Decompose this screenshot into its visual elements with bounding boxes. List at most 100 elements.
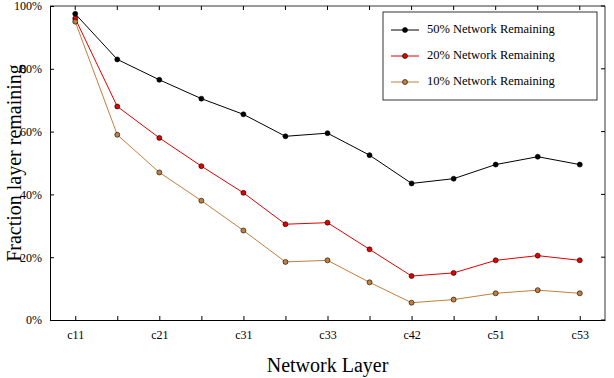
series-marker [577, 258, 582, 263]
y-tick: 0% [26, 313, 54, 327]
x-tick-label: c31 [235, 328, 252, 342]
y-tick: 60% [20, 125, 54, 139]
plot-area [73, 11, 583, 305]
y-tick: 80% [20, 62, 54, 76]
y-axis-line [50, 7, 51, 321]
y-tick-mark-right [601, 131, 605, 132]
y-tick-mark [50, 194, 54, 195]
legend-marker [403, 80, 408, 85]
x-tick-mark-top [117, 6, 118, 10]
series-marker [157, 135, 162, 140]
x-tick [454, 316, 455, 320]
y-tick-mark [50, 69, 54, 70]
x-tick-mark-top [327, 6, 328, 10]
legend-marker [403, 54, 408, 59]
y-tick-mark-right [601, 68, 605, 69]
series-marker [409, 300, 414, 305]
x-tick [285, 316, 286, 320]
legend-label: 50% Network Remaining [427, 22, 556, 36]
x-tick-mark [328, 316, 329, 320]
series-marker [199, 164, 204, 169]
y-tick-mark-right [601, 6, 605, 7]
x-tick-mark-top [75, 6, 76, 10]
series-marker [493, 258, 498, 263]
chart: c11c21c31c33c42c51c530%20%40%60%80%100%N… [0, 0, 614, 378]
y-tick-mark [50, 320, 54, 321]
y-tick-mark-right [601, 194, 605, 195]
legend-label: 10% Network Remaining [427, 74, 556, 88]
x-tick-mark [75, 316, 76, 320]
x-tick-mark [580, 316, 581, 320]
x-tick: c51 [488, 316, 505, 342]
x-tick: c53 [572, 316, 589, 342]
series-marker [535, 154, 540, 159]
legend: 50% Network Remaining 20% Network Remaini… [383, 12, 597, 100]
x-tick [117, 316, 118, 320]
x-tick-mark-top [453, 6, 454, 10]
x-tick [370, 316, 371, 320]
x-tick-mark [454, 316, 455, 320]
x-axis: c11 c21 c31 c33 c42 c51 c53 [51, 316, 606, 342]
series-marker [157, 77, 162, 82]
series-marker [199, 96, 204, 101]
y-tick-label: 100% [14, 0, 42, 13]
x-tick-mark-top [411, 6, 412, 10]
legend-box [383, 12, 597, 100]
x-tick-label: c53 [572, 328, 589, 342]
x-axis-line [51, 320, 606, 321]
x-tick-mark-top [285, 6, 286, 10]
x-tick-label: c33 [319, 328, 336, 342]
x-tick-label: c11 [67, 328, 84, 342]
series-marker [241, 112, 246, 117]
y-tick-mark [50, 132, 54, 133]
x-tick: c42 [403, 316, 420, 342]
series-marker [577, 162, 582, 167]
x-tick-label: c21 [151, 328, 168, 342]
x-tick: c31 [235, 316, 252, 342]
series-marker [409, 181, 414, 186]
x-tick [201, 316, 202, 320]
series-marker [493, 162, 498, 167]
x-tick-mark [370, 316, 371, 320]
x-axis-title: Network Layer [267, 354, 389, 377]
x-tick-mark [285, 316, 286, 320]
series-marker [199, 198, 204, 203]
series-marker [115, 57, 120, 62]
series-marker [115, 132, 120, 137]
x-tick-mark-top [159, 6, 160, 10]
series-marker [493, 291, 498, 296]
x-tick-label: c51 [488, 328, 505, 342]
series-line [75, 19, 580, 276]
x-tick-mark [412, 316, 413, 320]
y-tick-label: 0% [26, 313, 42, 327]
x-tick-mark-top [495, 6, 496, 10]
series-marker [577, 291, 582, 296]
series-marker [283, 259, 288, 264]
series-marker [241, 190, 246, 195]
x-tick [538, 316, 539, 320]
series-marker [283, 134, 288, 139]
legend-label: 20% Network Remaining [427, 48, 556, 62]
series-marker [73, 11, 78, 16]
series-marker [325, 131, 330, 136]
y-axis-title: Fraction layer remaining [3, 64, 26, 262]
series-marker [451, 297, 456, 302]
y-tick-mark-right [601, 320, 605, 321]
y-tick-mark [50, 6, 54, 7]
series-marker [325, 220, 330, 225]
series-marker [367, 247, 372, 252]
series-marker [115, 104, 120, 109]
series-marker [367, 280, 372, 285]
series-marker [283, 222, 288, 227]
x-tick-mark [117, 316, 118, 320]
x-tick-mark [538, 316, 539, 320]
series-marker [325, 258, 330, 263]
x-tick: c11 [67, 316, 84, 342]
x-tick: c33 [319, 316, 336, 342]
series-marker [451, 270, 456, 275]
frame-right [605, 6, 606, 320]
series-marker [241, 228, 246, 233]
series-marker [73, 19, 78, 24]
series-marker [535, 288, 540, 293]
series-marker [367, 153, 372, 158]
